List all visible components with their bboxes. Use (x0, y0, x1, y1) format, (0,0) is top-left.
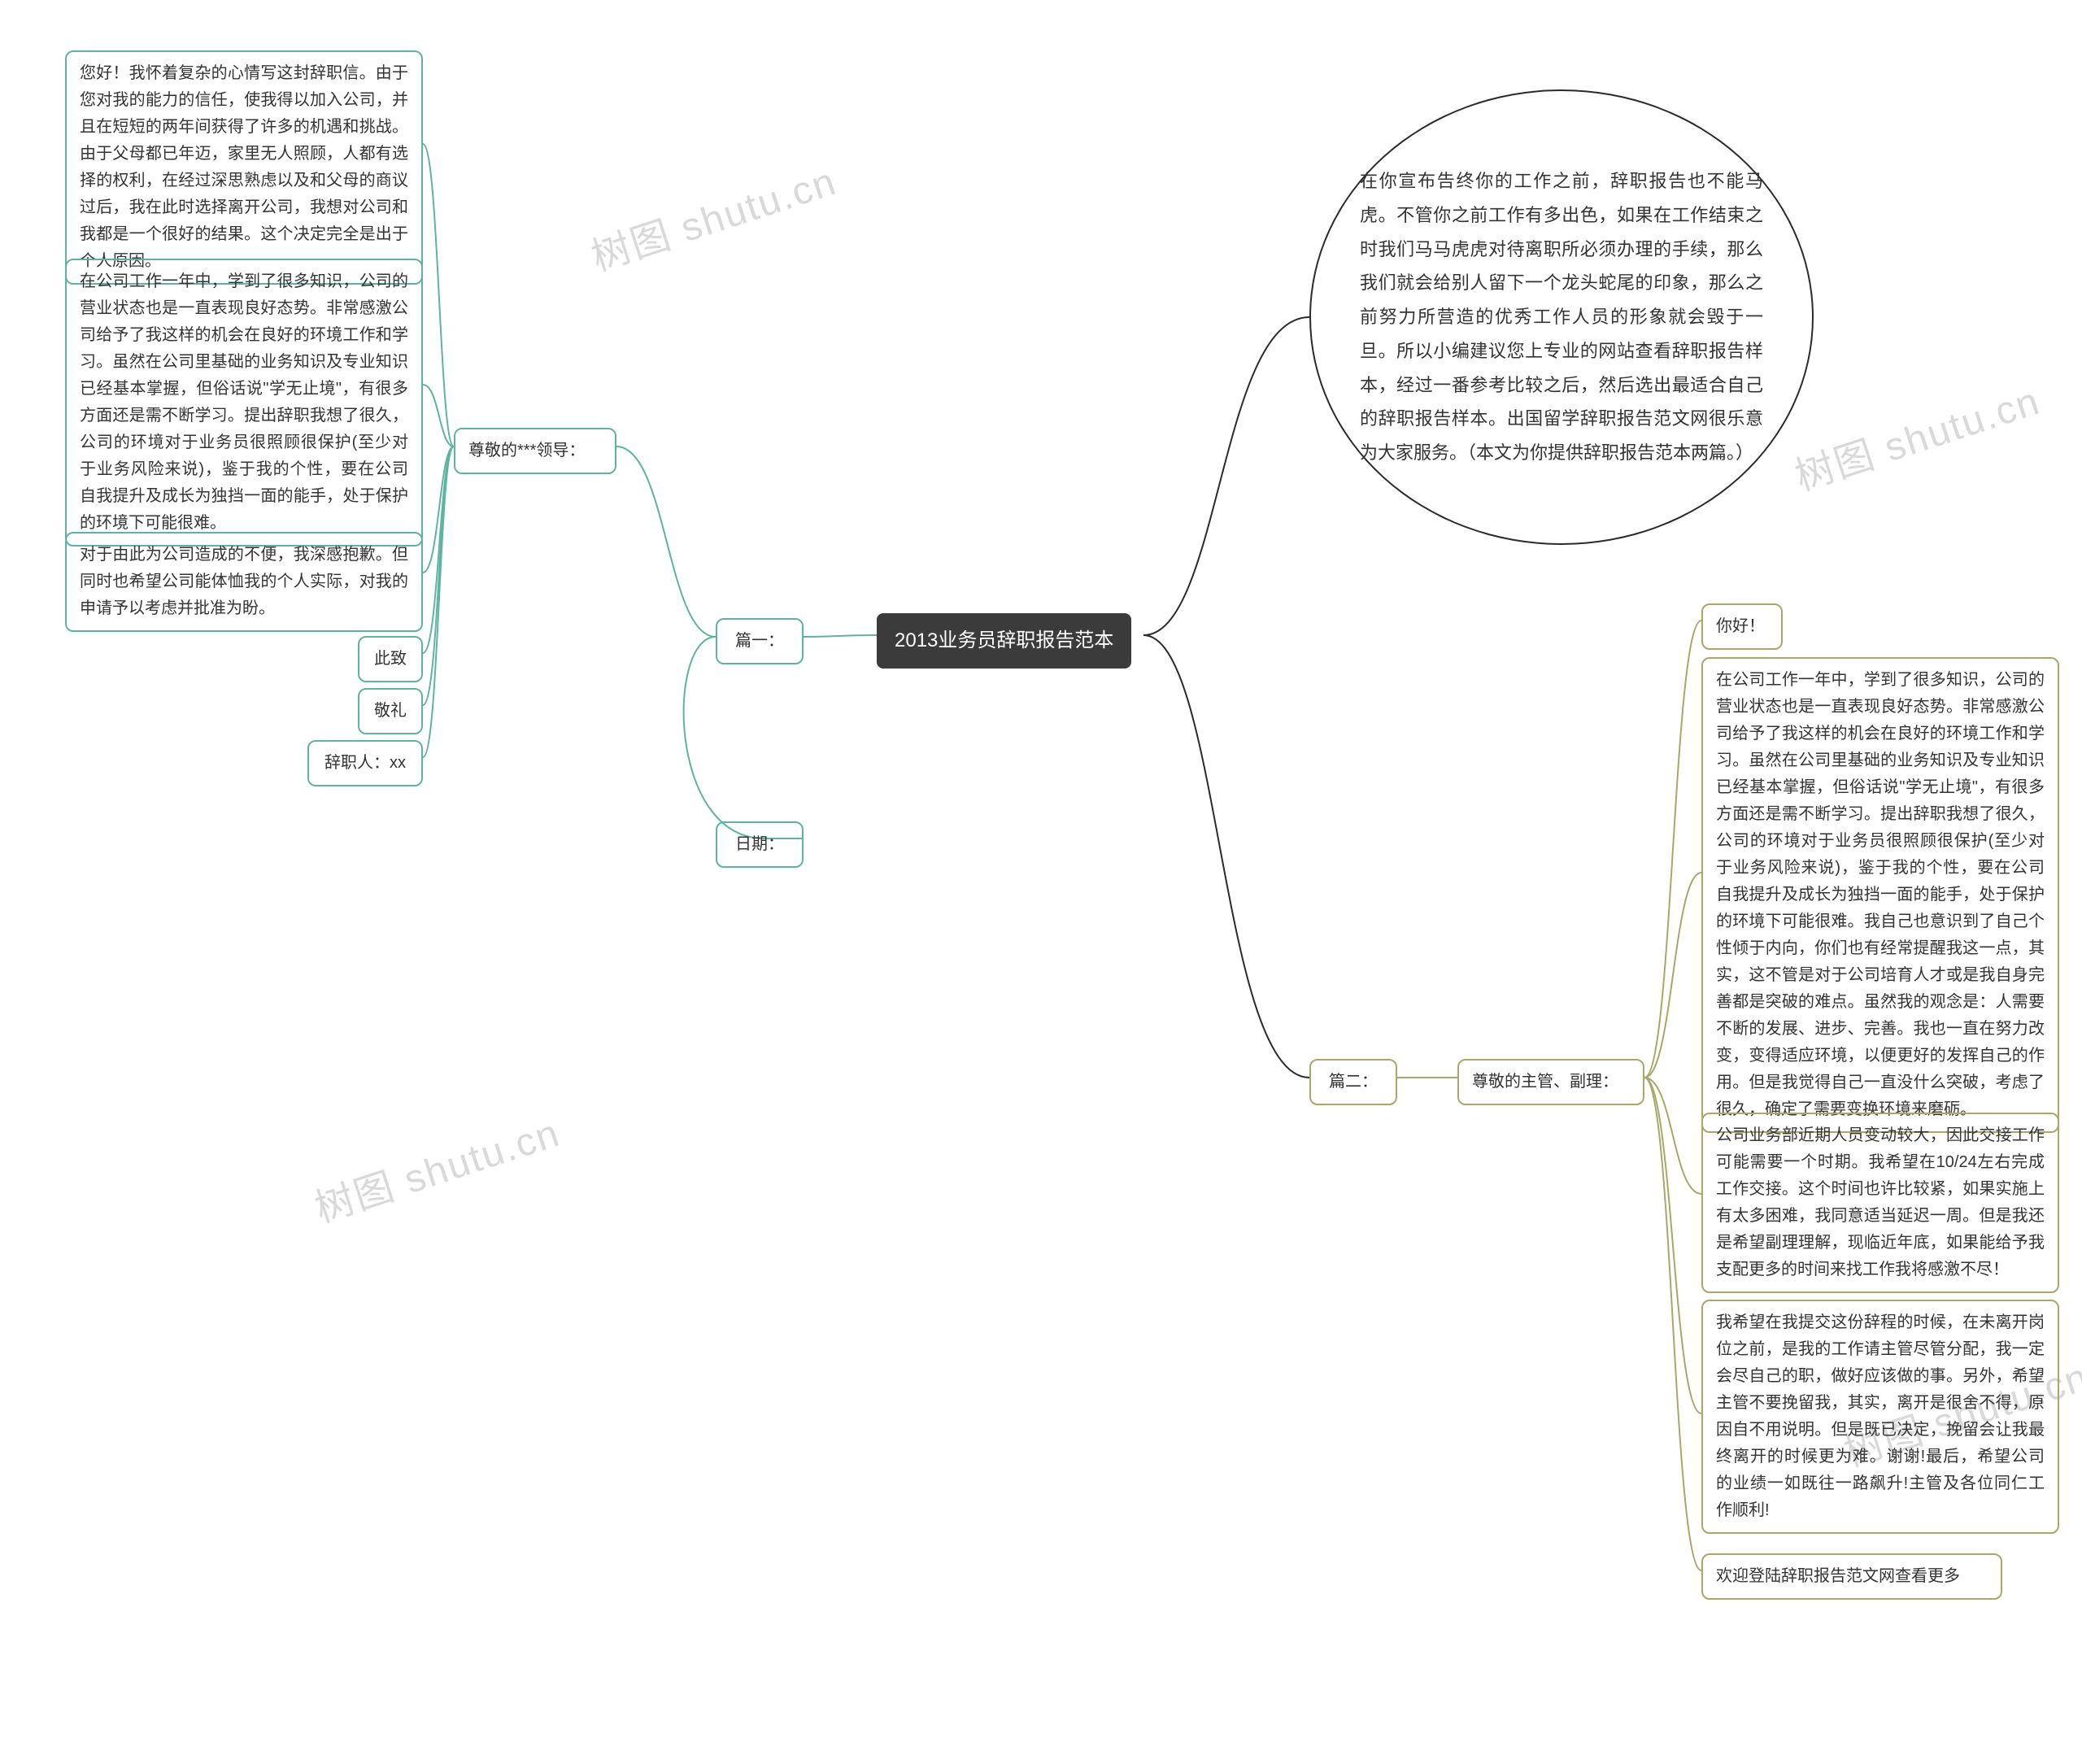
part2-para-1: 在公司工作一年中，学到了很多知识，公司的营业状态也是一直表现良好态势。非常感激公… (1701, 657, 2059, 1133)
part1-closing-2: 辞职人：xx (307, 740, 423, 786)
part1-closing-0: 此致 (358, 636, 423, 682)
watermark: 树图 shutu.cn (307, 1100, 566, 1233)
part1-date: 日期： (716, 821, 804, 868)
part1-closing-1: 敬礼 (358, 688, 423, 734)
part1-para-2: 对于由此为公司造成的不便，我深感抱歉。但同时也希望公司能体恤我的个人实际，对我的… (65, 532, 423, 632)
part2-para-2: 公司业务部近期人员变动较大，因此交接工作可能需要一个时期。我希望在10/24左右… (1701, 1113, 2059, 1293)
part1-leader: 尊敬的***领导： (454, 428, 616, 474)
watermark: 树图 shutu.cn (583, 149, 843, 281)
part1-para-1: 在公司工作一年中，学到了很多知识，公司的营业状态也是一直表现良好态势。非常感激公… (65, 259, 423, 547)
intro-ellipse: 在你宣布告终你的工作之前，辞职报告也不能马虎。不管你之前工作有多出色，如果在工作… (1309, 89, 1814, 545)
part1-label: 篇一： (716, 618, 804, 664)
part2-para-3: 我希望在我提交这份辞程的时候，在未离开岗位之前，是我的工作请主管尽管分配，我一定… (1701, 1300, 2059, 1534)
part2-para-0: 你好！ (1701, 603, 1783, 650)
part2-leader: 尊敬的主管、副理： (1457, 1059, 1644, 1105)
part2-para-4: 欢迎登陆辞职报告范文网查看更多 (1701, 1553, 2002, 1600)
part1-para-0: 您好！我怀着复杂的心情写这封辞职信。由于您对我的能力的信任，使我得以加入公司，并… (65, 50, 423, 285)
root-node: 2013业务员辞职报告范本 (877, 613, 1131, 669)
part2-label: 篇二： (1309, 1059, 1397, 1105)
watermark: 树图 shutu.cn (1787, 368, 2046, 501)
